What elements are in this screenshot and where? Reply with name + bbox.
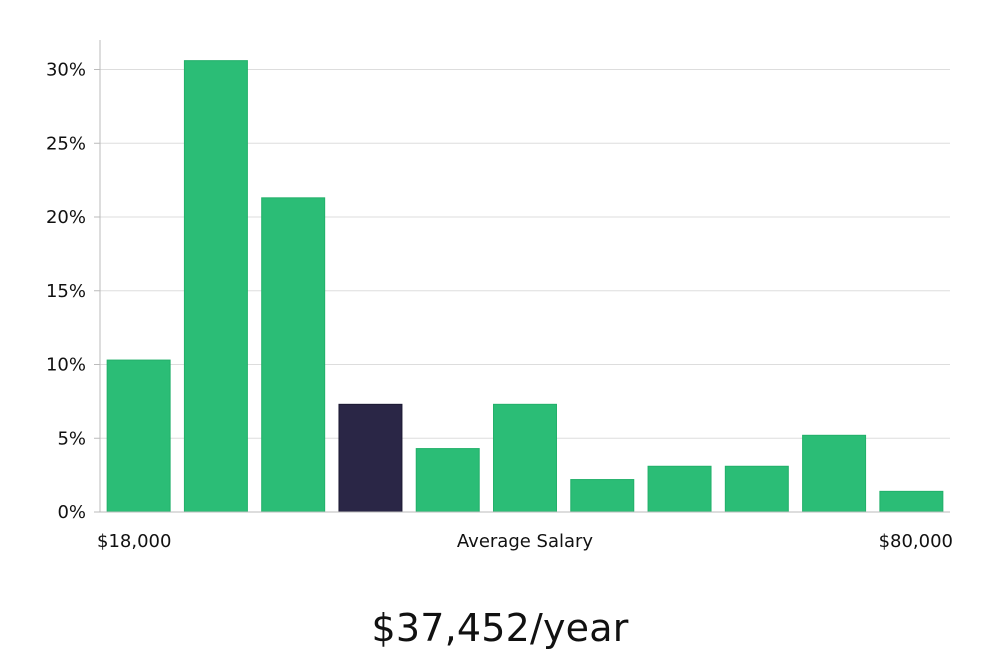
x-tick-label-max: $80,000 (879, 531, 953, 552)
y-tick-label: 0% (57, 502, 86, 523)
labels-layer: 0% 5% 10% 15% 20% 25% 30% $18,000 Average Salary… (46, 60, 953, 553)
y-tick-label: 15% (46, 281, 86, 302)
y-tick-label: 25% (46, 133, 86, 154)
bars-layer (106, 60, 944, 513)
y-tick-label: 30% (46, 60, 86, 81)
x-axis-label: Average Salary (457, 531, 594, 552)
highlighted-bar (338, 403, 403, 513)
bar (879, 490, 944, 513)
y-tick-label: 10% (46, 355, 86, 376)
average-salary-value: $37,452/year (371, 606, 629, 650)
bar (261, 197, 326, 513)
bar (493, 403, 557, 513)
x-tick-label-min: $18,000 (97, 531, 171, 552)
bar (802, 434, 867, 513)
y-tick-label: 5% (57, 428, 86, 449)
bar (415, 448, 480, 513)
y-tick-label: 20% (46, 207, 86, 228)
bar (183, 60, 248, 513)
bar (106, 359, 171, 513)
bar (647, 465, 712, 513)
bar (724, 465, 789, 513)
axis-layer (94, 40, 950, 513)
bar (570, 479, 635, 513)
